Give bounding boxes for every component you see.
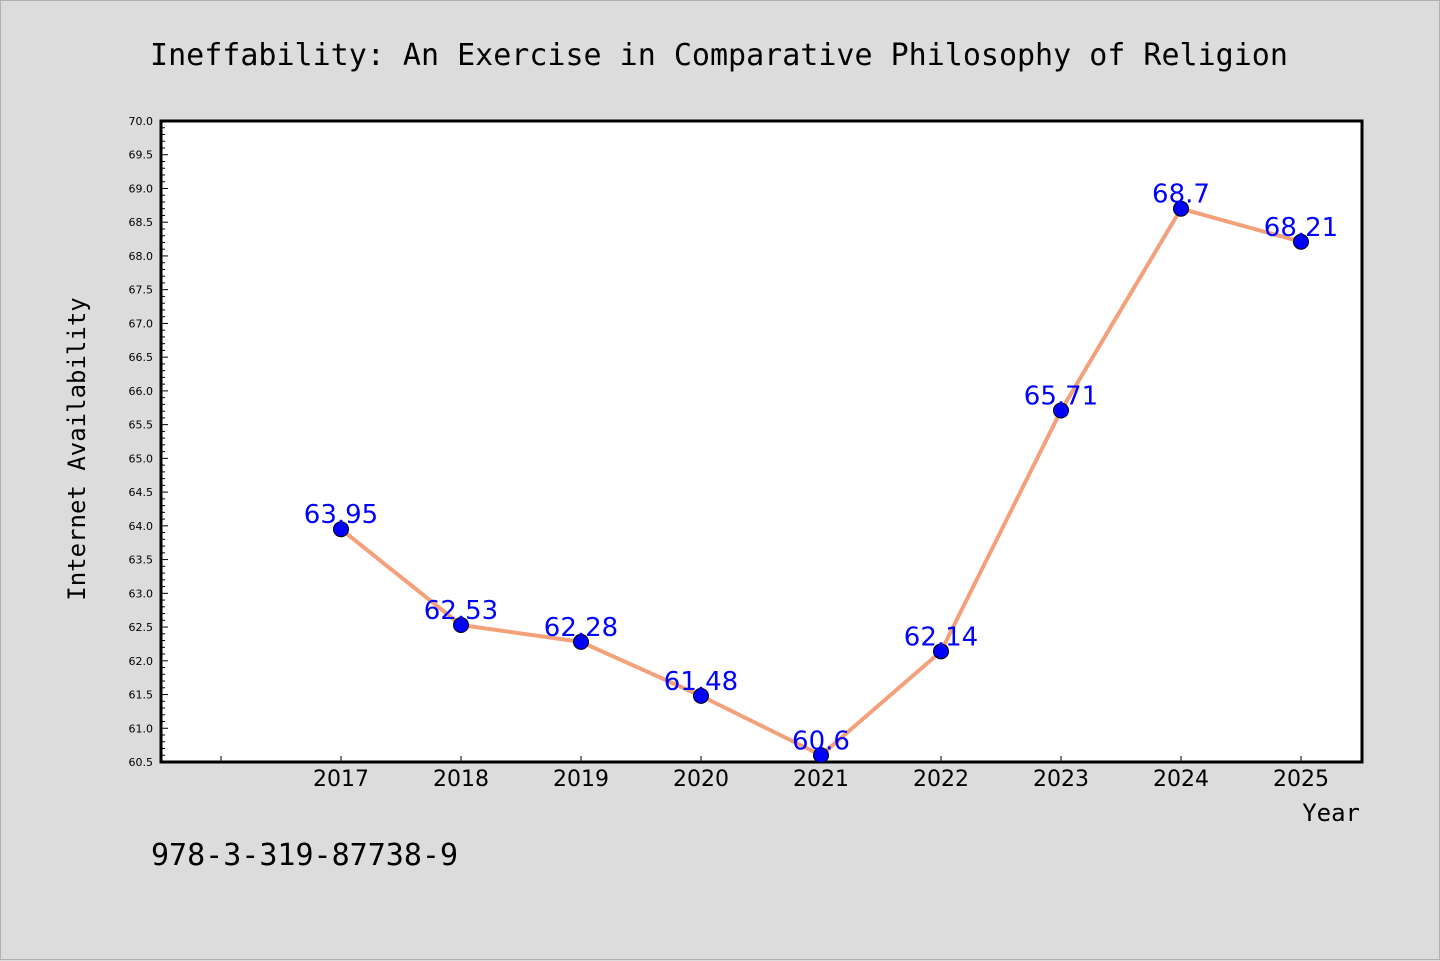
y-tick-label: 61.0: [129, 722, 154, 735]
data-series: [333, 200, 1309, 764]
data-label: 63.95: [304, 500, 378, 530]
data-label: 62.28: [544, 613, 618, 643]
data-label: 62.14: [904, 622, 978, 652]
y-tick-label: 62.0: [129, 655, 154, 668]
x-tick-label: 2024: [1153, 767, 1209, 792]
y-axis: 60.5 61.0 61.5 62.0 62.5 63.0 63.5 64.0 64.5 65.0…: [129, 115, 168, 769]
y-tick-label: 67.5: [129, 284, 154, 297]
y-tick-label: 66.5: [129, 351, 154, 364]
data-label: 65.71: [1024, 381, 1098, 411]
y-tick-label: 66.0: [129, 385, 154, 398]
isbn-label: 978-3-319-87738-9: [151, 838, 458, 873]
data-label: 68.7: [1152, 180, 1210, 210]
data-point: [573, 633, 589, 650]
x-tick-label: 2021: [793, 767, 849, 792]
data-label: 68.21: [1264, 213, 1338, 243]
y-tick-label: 61.5: [129, 689, 154, 702]
data-point: [1293, 233, 1309, 250]
y-tick-label: 67.0: [129, 317, 154, 330]
x-tick-label: 2018: [433, 767, 489, 792]
y-tick-label: 62.5: [129, 621, 154, 634]
y-tick-label: 60.5: [129, 756, 154, 769]
y-tick-label: 69.5: [129, 149, 154, 162]
data-point: [453, 617, 469, 634]
x-tick-label: 2020: [673, 767, 729, 792]
data-label: 62.53: [424, 596, 498, 626]
data-point: [1053, 402, 1069, 419]
x-tick-label: 2019: [553, 767, 609, 792]
chart-title: Ineffability: An Exercise in Comparative…: [150, 38, 1288, 73]
y-tick-label: 68.5: [129, 216, 154, 229]
data-point: [693, 687, 709, 704]
y-tick-label: 65.0: [129, 452, 154, 465]
y-tick-label: 68.0: [129, 250, 154, 263]
y-tick-label: 64.5: [129, 486, 154, 499]
data-point: [813, 747, 829, 764]
y-tick-label: 63.0: [129, 587, 154, 600]
data-point: [333, 521, 349, 538]
y-tick-label: 64.0: [129, 520, 154, 533]
y-tick-label: 65.5: [129, 419, 154, 432]
x-axis-title: Year: [1302, 799, 1360, 827]
x-tick-label: 2017: [313, 767, 369, 792]
data-labels: 63.95 62.53 62.28 61.48 60.6 62.14 65.71 68.7 68…: [304, 180, 1338, 757]
y-axis-title: Internet Availability: [63, 297, 91, 600]
x-tick-label: 2022: [913, 767, 969, 792]
data-point: [1173, 200, 1189, 217]
y-tick-label: 70.0: [129, 115, 154, 128]
data-label: 60.6: [792, 726, 850, 756]
data-point: [933, 643, 949, 660]
y-tick-label: 69.0: [129, 182, 154, 195]
y-tick-label: 63.5: [129, 554, 154, 567]
data-label: 61.48: [664, 667, 738, 697]
x-axis: 2017 2018 2019 2020 2021 2022 2023 2024 2025: [220, 756, 1329, 792]
x-tick-label: 2023: [1033, 767, 1089, 792]
x-tick-label: 2025: [1273, 767, 1329, 792]
plot-area: [159, 119, 1364, 764]
